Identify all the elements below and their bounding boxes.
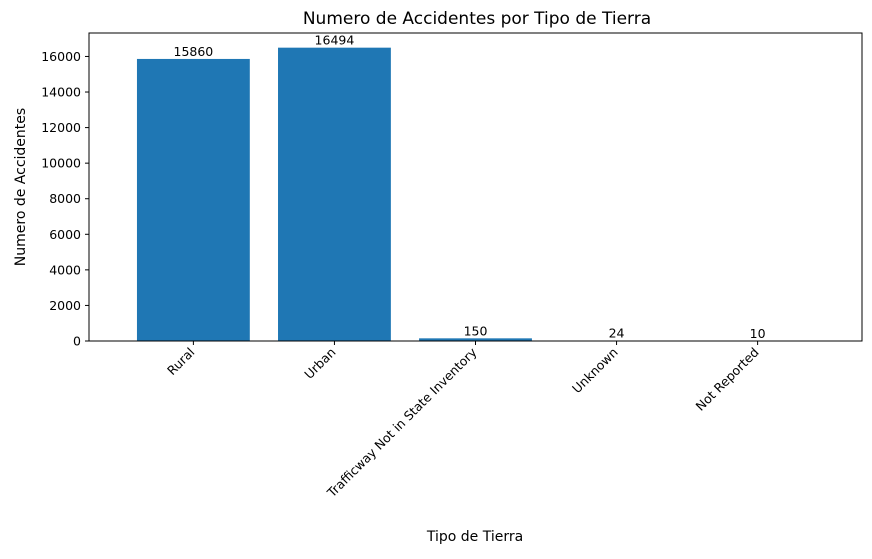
y-tick-label: 6000 bbox=[49, 227, 81, 242]
data-label-4: 10 bbox=[750, 326, 766, 341]
y-tick-label: 12000 bbox=[41, 120, 81, 135]
data-label-0: 15860 bbox=[174, 44, 214, 59]
y-tick-label: 16000 bbox=[41, 49, 81, 64]
bar-1 bbox=[278, 47, 391, 342]
y-axis-label: Numero de Accidentes bbox=[13, 108, 29, 266]
x-axis-label: Tipo de Tierra bbox=[426, 529, 523, 545]
plot-frame bbox=[88, 32, 863, 342]
x-tick-label: Urban bbox=[301, 345, 338, 382]
y-tick-label: 8000 bbox=[49, 191, 81, 206]
data-label-1: 16494 bbox=[315, 33, 355, 48]
y-axis-ticks: 0 2000 4000 6000 8000 10000 12000 14000 16000 bbox=[41, 49, 89, 349]
data-labels-group: 15860 16494 150 24 10 bbox=[174, 33, 766, 341]
y-tick-label: 14000 bbox=[41, 85, 81, 100]
data-label-3: 24 bbox=[609, 326, 625, 341]
x-tick-label: Rural bbox=[164, 345, 197, 378]
bar-2 bbox=[419, 338, 532, 341]
bar-0 bbox=[136, 58, 250, 341]
y-tick-label: 2000 bbox=[49, 298, 81, 313]
y-tick-label: 4000 bbox=[49, 262, 81, 277]
y-tick-label: 10000 bbox=[41, 156, 81, 171]
chart-title: Numero de Accidentes por Tipo de Tierra bbox=[303, 9, 651, 29]
x-tick-label: Unknown bbox=[569, 345, 621, 397]
bars-group bbox=[136, 47, 815, 342]
data-label-2: 150 bbox=[464, 323, 488, 338]
x-tick-label: Trafficway Not in State Inventory bbox=[323, 344, 480, 501]
y-tick-label: 0 bbox=[73, 334, 81, 349]
x-tick-label: Not Reported bbox=[692, 345, 761, 414]
